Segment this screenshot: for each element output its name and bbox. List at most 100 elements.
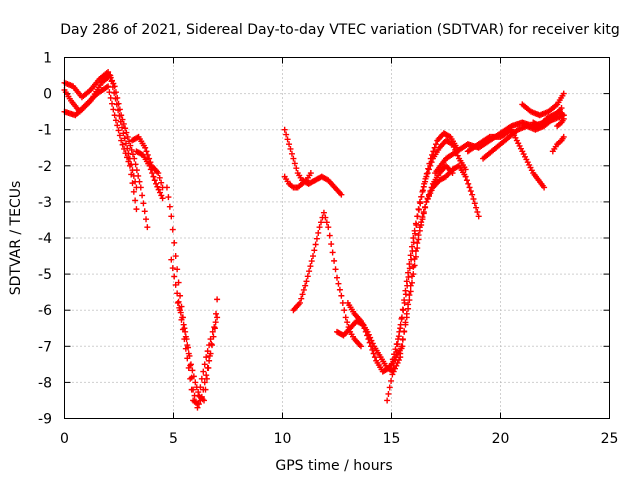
data-point — [194, 401, 201, 408]
series-track-7 — [168, 256, 214, 408]
data-point — [296, 299, 303, 306]
data-point — [203, 372, 210, 379]
data-point — [410, 271, 417, 278]
x-tick-label: 20 — [492, 431, 510, 447]
data-point — [116, 112, 123, 119]
data-point — [425, 165, 432, 172]
data-point — [180, 321, 187, 328]
series-track-13 — [344, 162, 456, 375]
data-point — [106, 89, 113, 96]
series-track-9 — [281, 126, 345, 198]
data-point — [316, 224, 323, 231]
series-track-22 — [549, 133, 567, 155]
data-point — [140, 200, 147, 207]
data-point — [146, 162, 153, 169]
data-point — [156, 174, 163, 181]
data-point — [193, 384, 200, 391]
data-point — [469, 191, 476, 198]
data-point — [144, 224, 151, 231]
data-point — [187, 375, 194, 382]
data-point — [166, 203, 173, 210]
data-point — [119, 141, 126, 148]
data-point — [122, 125, 129, 132]
data-point — [462, 173, 469, 180]
series-track-20 — [519, 90, 567, 119]
data-point — [344, 319, 351, 326]
data-point — [125, 158, 132, 165]
data-point — [399, 336, 406, 343]
data-point — [122, 140, 129, 147]
data-point — [112, 117, 119, 124]
data-point — [198, 375, 205, 382]
data-point — [143, 216, 150, 223]
series-track-21 — [530, 108, 567, 130]
data-point — [424, 196, 431, 203]
data-point — [205, 364, 212, 371]
data-point — [154, 183, 161, 190]
data-point — [129, 151, 136, 158]
data-point — [390, 364, 397, 371]
data-point — [130, 172, 137, 179]
series-track-18 — [464, 126, 548, 191]
data-point — [426, 160, 433, 167]
data-point — [560, 90, 567, 97]
data-point — [406, 297, 413, 304]
data-point — [213, 310, 220, 317]
data-point — [398, 343, 405, 350]
data-point — [323, 219, 330, 226]
data-point — [128, 146, 135, 153]
x-tick-label: 25 — [601, 431, 619, 447]
series-track-16 — [397, 162, 482, 357]
data-point — [412, 253, 419, 260]
y-tick-label: -7 — [38, 339, 52, 355]
data-point — [158, 179, 165, 186]
data-point — [212, 319, 219, 326]
data-point — [414, 213, 421, 220]
series-track-10 — [281, 170, 314, 191]
data-point — [143, 148, 150, 155]
data-point — [209, 328, 216, 335]
data-point — [406, 265, 413, 272]
x-tick-label: 0 — [60, 431, 69, 447]
data-point — [465, 180, 472, 187]
data-point — [427, 155, 434, 162]
data-point — [423, 170, 430, 177]
data-point — [121, 135, 128, 142]
data-point — [105, 83, 112, 90]
data-point — [109, 84, 116, 91]
data-point — [142, 144, 149, 151]
data-point — [171, 239, 178, 246]
data-point — [124, 133, 131, 140]
data-point — [177, 309, 184, 316]
data-point — [408, 256, 415, 263]
data-point — [560, 115, 567, 122]
data-point — [407, 288, 414, 295]
data-point — [318, 219, 325, 226]
x-tick-label: 10 — [274, 431, 292, 447]
x-tick-label: 5 — [169, 431, 178, 447]
data-point — [397, 350, 404, 357]
data-point — [304, 273, 311, 280]
data-point — [315, 229, 322, 236]
data-point — [133, 184, 140, 191]
data-point — [322, 214, 329, 221]
data-point — [284, 136, 291, 143]
data-point — [341, 307, 348, 314]
data-point — [411, 262, 418, 269]
data-point — [195, 389, 202, 396]
data-point — [419, 187, 426, 194]
data-point — [431, 144, 438, 151]
data-point — [404, 282, 411, 289]
y-tick-label: -8 — [38, 375, 52, 391]
data-point — [174, 266, 181, 273]
data-point — [357, 343, 364, 350]
data-point — [150, 173, 157, 180]
data-point — [174, 290, 181, 297]
data-point — [115, 127, 122, 134]
data-point — [422, 204, 429, 211]
data-point — [158, 192, 165, 199]
data-point — [389, 356, 396, 363]
data-point — [418, 193, 425, 200]
data-point — [401, 328, 408, 335]
data-point — [130, 188, 137, 195]
